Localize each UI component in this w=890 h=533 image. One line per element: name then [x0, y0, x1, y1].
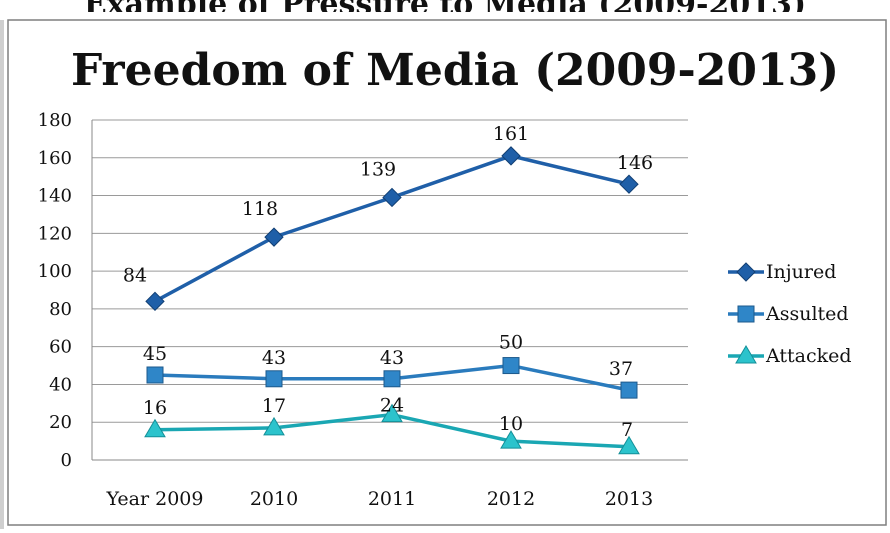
square-marker: [737, 305, 755, 323]
x-axis: Year 2009 2010 2011 2012 2013: [106, 488, 654, 510]
diamond-marker: [501, 146, 521, 166]
y-tick-label: 180: [38, 110, 72, 131]
x-tick-label: Year 2009: [106, 488, 204, 510]
legend-item-assulted: Assulted: [728, 303, 849, 325]
legend-label: Attacked: [765, 345, 852, 367]
triangle-marker: [144, 418, 166, 438]
data-label: 84: [123, 264, 147, 286]
data-label: 161: [493, 123, 529, 145]
legend-item-injured: Injured: [728, 261, 836, 283]
x-tick-label: 2012: [487, 488, 535, 510]
diamond-marker: [382, 187, 402, 208]
data-label: 43: [380, 347, 404, 369]
x-tick-label: 2010: [250, 488, 298, 510]
data-label: 45: [143, 343, 167, 365]
data-label: 37: [609, 358, 633, 380]
left-border: [0, 20, 4, 529]
figure-caption: Example of Pressure to Media (2009-2013): [84, 0, 806, 22]
y-tick-label: 60: [49, 337, 72, 358]
x-tick-label: 2011: [368, 488, 416, 510]
series-injured: 84 118 139 161 146: [123, 123, 653, 312]
data-label: 43: [262, 347, 286, 369]
y-tick-label: 80: [49, 299, 72, 320]
triangle-marker: [735, 345, 757, 364]
series-group: 84 118 139 161 146 45 43 43 50 37 16 17 24 10 7: [123, 123, 653, 455]
data-label: 7: [621, 419, 633, 441]
diamond-marker: [619, 174, 639, 194]
diamond-marker: [736, 262, 756, 282]
x-tick-label: 2013: [605, 488, 653, 510]
data-label: 118: [242, 198, 278, 220]
diamond-marker: [145, 291, 165, 312]
triangle-marker: [618, 435, 640, 455]
y-tick-label: 160: [38, 148, 72, 169]
legend: Injured Assulted Attacked: [728, 261, 852, 367]
y-tick-label: 0: [61, 450, 72, 471]
y-tick-label: 40: [49, 374, 72, 395]
diamond-marker: [264, 227, 284, 247]
y-axis: 0 20 40 60 80 100 120 140 160 180: [38, 110, 72, 471]
data-label: 50: [499, 332, 523, 354]
caption-clip: Example of Pressure to Media (2009-2013): [84, 0, 806, 22]
triangle-marker: [381, 403, 403, 423]
y-tick-label: 120: [38, 223, 72, 244]
data-label: 24: [380, 395, 404, 417]
grid: [91, 119, 688, 461]
series-attacked: 16 17 24 10 7: [143, 395, 640, 455]
data-label: 10: [499, 413, 523, 435]
square-marker: [502, 357, 520, 375]
legend-label: Assulted: [765, 303, 849, 325]
triangle-marker: [500, 430, 522, 449]
data-label: 146: [617, 152, 653, 174]
square-marker: [265, 370, 283, 388]
chart-title: Freedom of Media (2009-2013): [71, 45, 839, 96]
y-tick-label: 20: [49, 412, 72, 433]
y-tick-label: 140: [38, 186, 72, 207]
square-marker: [383, 370, 401, 388]
data-label: 17: [262, 395, 286, 417]
data-label: 139: [360, 158, 396, 180]
square-marker: [620, 381, 638, 399]
legend-label: Injured: [766, 261, 836, 283]
legend-item-attacked: Attacked: [728, 345, 852, 367]
data-label: 16: [143, 397, 167, 419]
series-assulted: 45 43 43 50 37: [143, 332, 638, 399]
square-marker: [146, 366, 164, 384]
y-tick-label: 100: [38, 261, 72, 282]
triangle-marker: [263, 416, 285, 436]
